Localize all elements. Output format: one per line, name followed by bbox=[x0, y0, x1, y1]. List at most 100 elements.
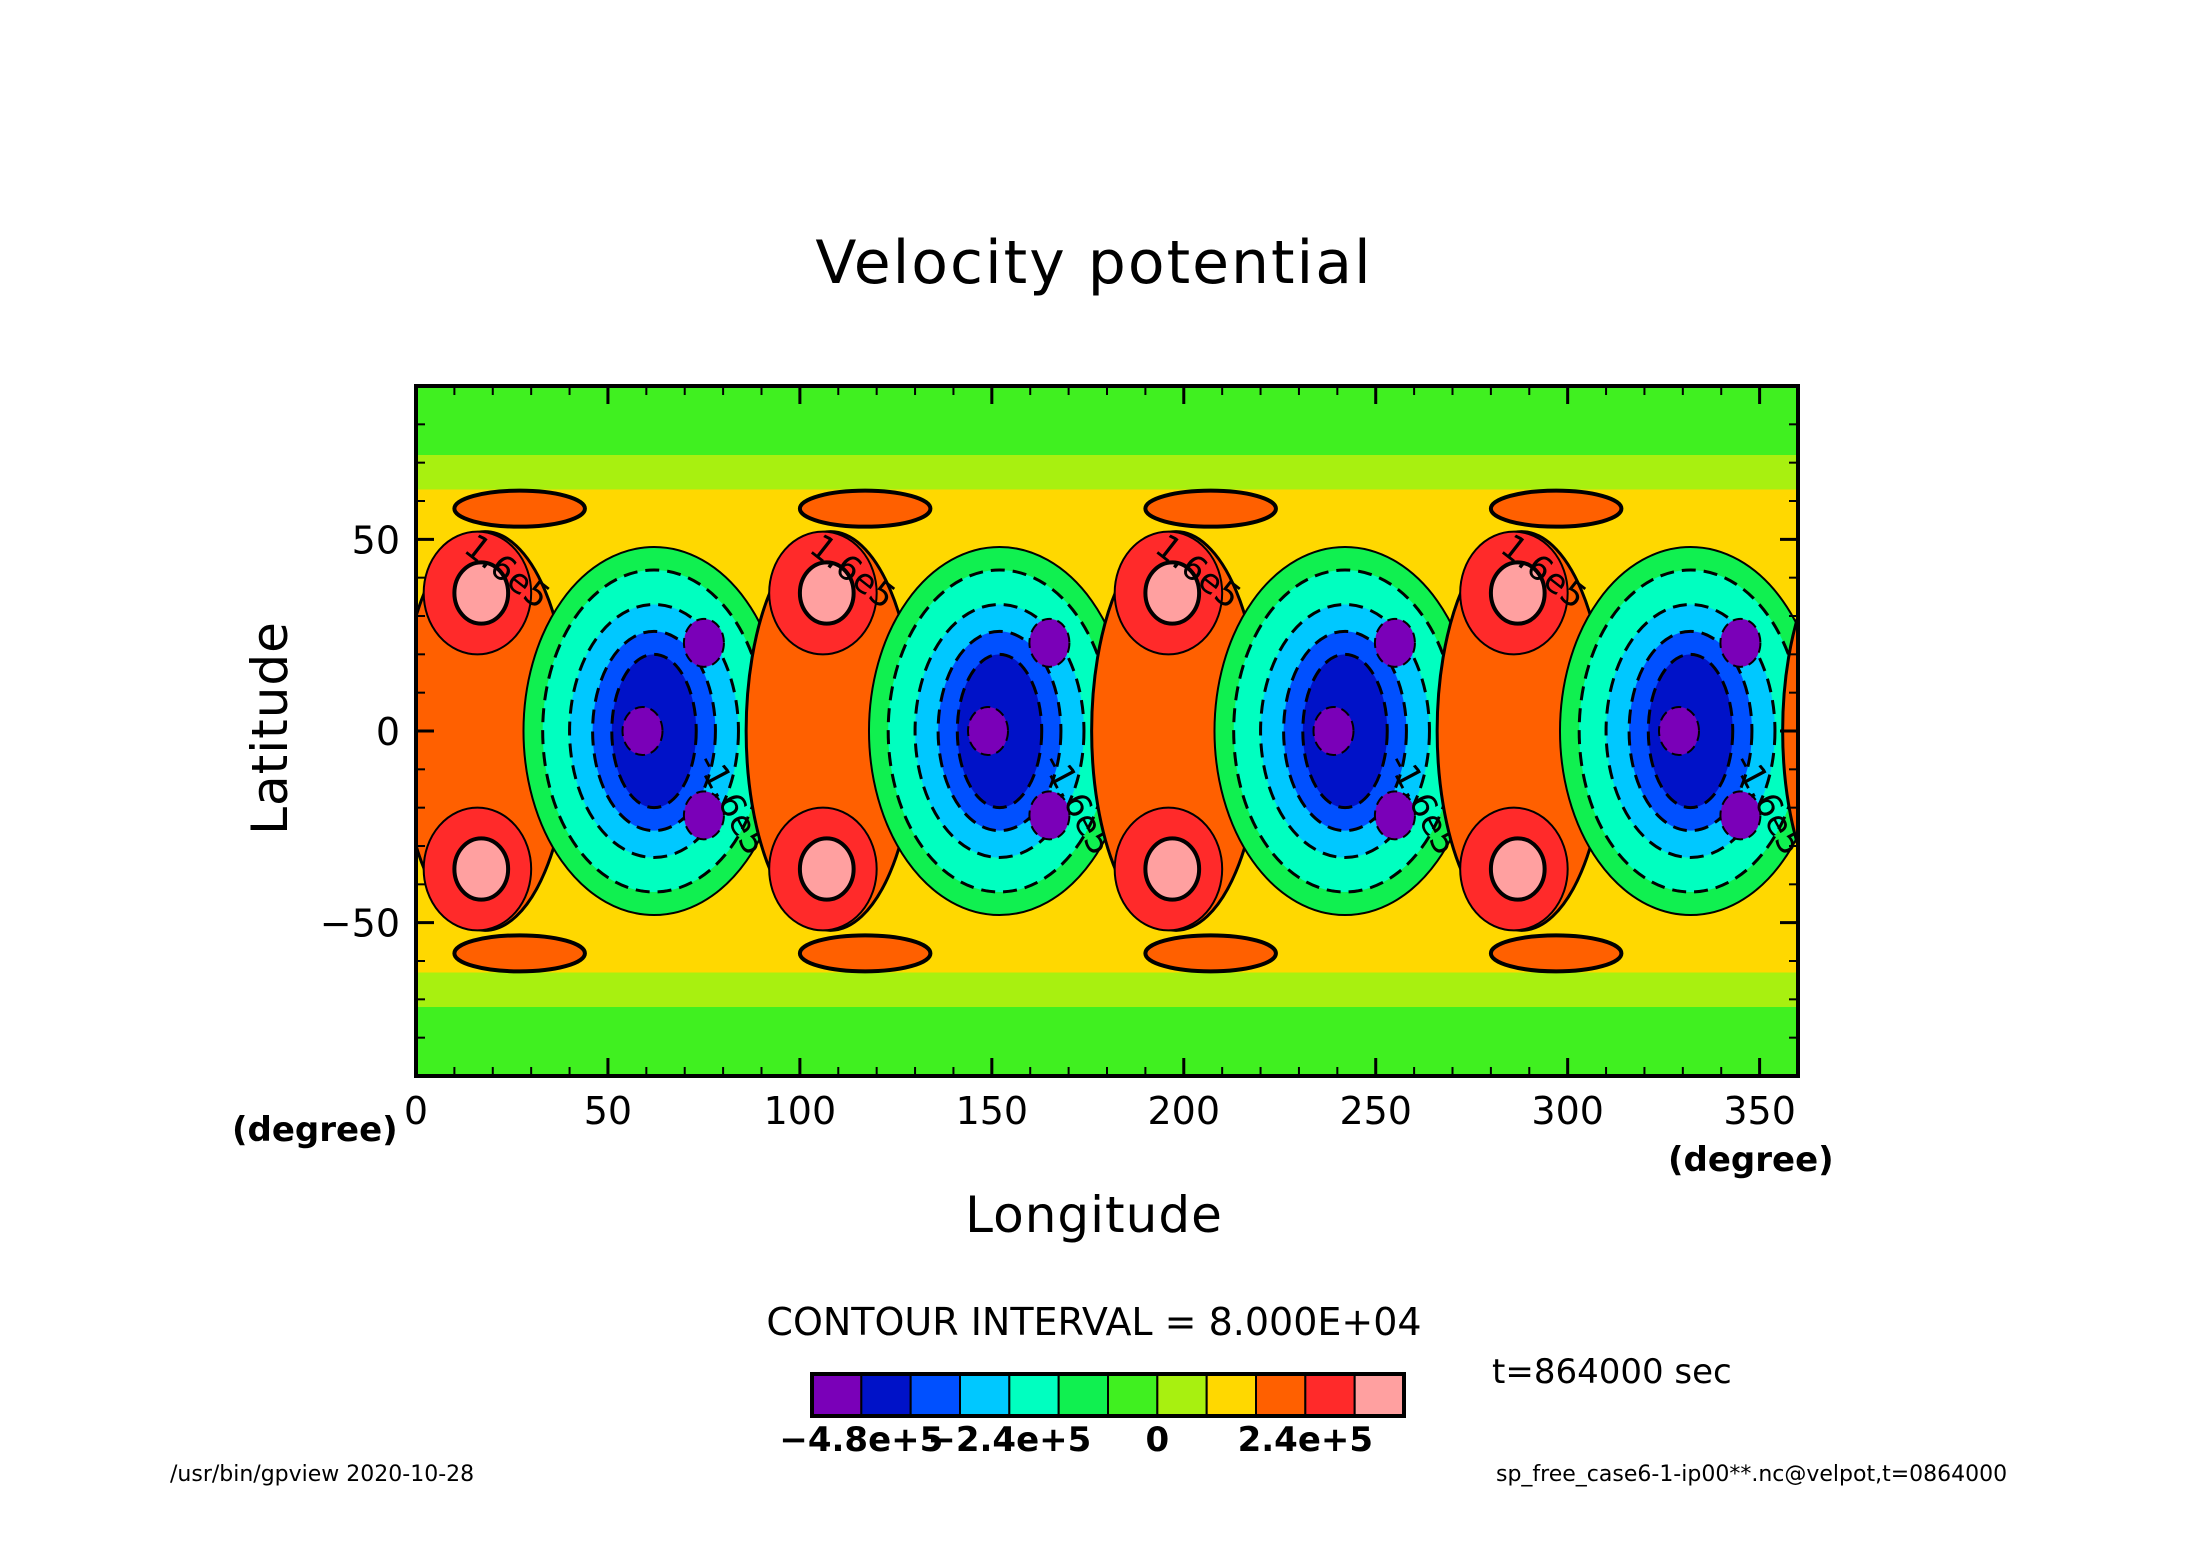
low-minimum bbox=[338, 619, 378, 667]
low-minimum bbox=[2004, 707, 2044, 755]
y-tick-label: 50 bbox=[352, 518, 400, 562]
high-center bbox=[78, 808, 185, 931]
x-tick-label: 250 bbox=[1339, 1089, 1412, 1133]
high-core bbox=[1488, 560, 1547, 626]
high-center bbox=[1806, 808, 1913, 931]
x-tick-label: 300 bbox=[1531, 1089, 1604, 1133]
colorbar-label: 2.4e+5 bbox=[1237, 1420, 1374, 1460]
contour-label-high: 1.6e5 bbox=[111, 526, 212, 617]
contour-label-low: -1.6e5 bbox=[2070, 747, 2156, 862]
high-column bbox=[1781, 611, 1798, 851]
y-tick-label: −50 bbox=[320, 902, 400, 946]
high-core bbox=[1836, 838, 1890, 899]
velocity-potential-field: 1.6e5-1.6e51.6e5-1.6e51.6e5-1.6e51.6e5-1… bbox=[55, 386, 2166, 1076]
colorbar-frame bbox=[810, 1372, 1406, 1418]
contour-label-high: 1.6e5 bbox=[1839, 526, 1940, 617]
contour-interval-text: CONTOUR INTERVAL = 8.000E+04 bbox=[766, 1300, 1422, 1344]
low-minimum bbox=[1373, 617, 1416, 668]
high-column bbox=[55, 532, 224, 931]
colorbar-swatch bbox=[1057, 1373, 1109, 1417]
high-core bbox=[109, 562, 163, 623]
low-minimum bbox=[1028, 790, 1071, 841]
high-core bbox=[1836, 562, 1890, 623]
high-core bbox=[1143, 560, 1202, 626]
chart-title: Velocity potential bbox=[815, 228, 1373, 298]
wave-cell: 1.6e5 -1.6e5 bbox=[1781, 491, 2166, 971]
low-minimum bbox=[338, 791, 378, 839]
x-unit-label-left: (degree) bbox=[232, 1110, 398, 1150]
plot-axes: 0 50 100 150 200 250 300 350 50 0 −50 bbox=[320, 384, 1800, 1133]
colorbar-swatch bbox=[860, 1373, 912, 1417]
high-oval bbox=[1836, 491, 1967, 527]
high-oval bbox=[109, 935, 240, 971]
wave-cell: 1.6e5-1.6e5 bbox=[1435, 488, 1798, 974]
high-oval bbox=[797, 933, 933, 974]
high-core bbox=[109, 838, 163, 899]
low-minimum bbox=[1719, 790, 1762, 841]
x-unit-label-right: (degree) bbox=[1668, 1140, 1834, 1180]
high-core bbox=[452, 560, 511, 626]
colorbar-swatch bbox=[1255, 1373, 1307, 1417]
low-minimum bbox=[1028, 617, 1071, 668]
low-minimum bbox=[1312, 706, 1355, 756]
high-core bbox=[452, 836, 511, 902]
low-minimum bbox=[682, 617, 725, 668]
low-minimum bbox=[1657, 706, 1700, 756]
high-oval bbox=[797, 488, 933, 529]
low-minimum bbox=[621, 706, 664, 756]
footer-right: sp_free_case6-1-ip00**.nc@velpot,t=08640… bbox=[1496, 1462, 2008, 1487]
high-oval bbox=[452, 933, 587, 974]
high-oval bbox=[1836, 935, 1967, 971]
colorbar-label: 0 bbox=[1145, 1420, 1170, 1460]
colorbar-swatch bbox=[1205, 1373, 1257, 1417]
high-core bbox=[797, 560, 856, 626]
low-level bbox=[1905, 547, 2166, 915]
high-core bbox=[797, 836, 856, 902]
low-level bbox=[1952, 605, 2121, 858]
x-tick-label: 200 bbox=[1148, 1089, 1221, 1133]
x-tick-label: 100 bbox=[764, 1089, 837, 1133]
low-level bbox=[1925, 570, 2148, 892]
colorbar-swatch bbox=[811, 1373, 863, 1417]
low-minimum bbox=[2066, 619, 2106, 667]
low-minimum bbox=[966, 706, 1009, 756]
wave-cell: 1.6e5-1.6e5 bbox=[1090, 488, 1477, 974]
colorbar-swatch bbox=[1156, 1373, 1208, 1417]
low-minimum bbox=[682, 790, 725, 841]
colorbar-swatch bbox=[959, 1373, 1011, 1417]
x-tick-label: 0 bbox=[404, 1089, 428, 1133]
y-axis-label: Latitude bbox=[241, 621, 299, 835]
low-level bbox=[1994, 654, 2078, 807]
high-oval bbox=[109, 491, 240, 527]
low-minimum bbox=[2066, 791, 2106, 839]
colorbar-swatch bbox=[1304, 1373, 1356, 1417]
colorbar-swatch bbox=[1353, 1373, 1405, 1417]
colorbar-label: −4.8e+5 bbox=[779, 1420, 944, 1460]
high-oval bbox=[1488, 933, 1624, 974]
high-core bbox=[1143, 836, 1202, 902]
low-minimum bbox=[1719, 617, 1762, 668]
high-core bbox=[1488, 836, 1547, 902]
high-oval bbox=[452, 488, 587, 529]
colorbar-swatch bbox=[1008, 1373, 1060, 1417]
footer-left: /usr/bin/gpview 2020-10-28 bbox=[170, 1462, 475, 1487]
colorbar-swatch bbox=[1107, 1373, 1159, 1417]
x-tick-label: 150 bbox=[956, 1089, 1029, 1133]
high-center bbox=[78, 532, 185, 655]
wave-cell: 1.6e5-1.6e5 bbox=[744, 488, 1132, 974]
colorbar bbox=[810, 1372, 1406, 1418]
x-tick-label: 50 bbox=[584, 1089, 632, 1133]
high-oval bbox=[1488, 488, 1624, 529]
low-minimum bbox=[1373, 790, 1416, 841]
high-oval bbox=[1143, 933, 1278, 974]
x-tick-label: 350 bbox=[1723, 1089, 1796, 1133]
x-axis-label: Longitude bbox=[965, 1186, 1223, 1244]
colorbar-swatch bbox=[909, 1373, 962, 1417]
high-oval bbox=[1143, 488, 1278, 529]
low-level bbox=[1975, 631, 2098, 830]
colorbar-label: −2.4e+5 bbox=[927, 1420, 1092, 1460]
wave-cell: 1.6e5-1.6e5 bbox=[416, 488, 786, 974]
high-center bbox=[1806, 532, 1913, 655]
time-info: t=864000 sec bbox=[1492, 1352, 1732, 1392]
